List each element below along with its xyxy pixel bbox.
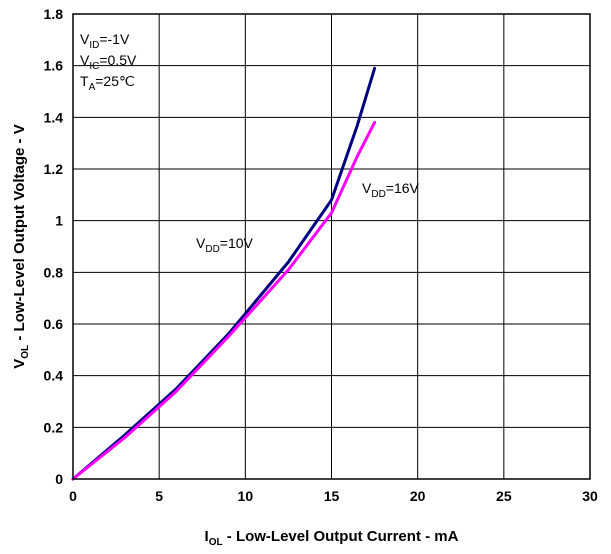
x-tick-label: 10: [238, 488, 254, 504]
condition-vid: VID=-1V: [80, 31, 130, 51]
y-tick-label: 1: [55, 213, 63, 229]
grid: [73, 14, 590, 479]
x-tick-label: 20: [410, 488, 426, 504]
test-conditions: VID=-1V VIC=0.5V TA=25℃: [80, 31, 137, 93]
condition-ta: TA=25℃: [80, 73, 135, 93]
series-label-vdd10: VDD=10V: [196, 235, 254, 255]
x-tick-label: 30: [582, 488, 598, 504]
x-axis-title: IOL - Low-Level Output Current - mA: [205, 528, 459, 548]
y-tick-label: 0.4: [44, 368, 64, 384]
y-tick-label: 0: [55, 471, 63, 487]
y-tick-label: 1.8: [44, 6, 64, 22]
series-line-0: [71, 66, 377, 481]
x-tick-label: 5: [155, 488, 163, 504]
y-tick-labels: 0 0.2 0.4 0.6 0.8 1 1.2 1.4 1.6 1.8: [44, 6, 64, 487]
x-axis-title-sub: OL: [209, 537, 223, 548]
x-tick-label: 0: [69, 488, 77, 504]
plot-border: [72, 13, 591, 480]
y-tick-label: 1.6: [44, 58, 64, 74]
series-layer: [71, 66, 377, 481]
y-tick-label: 0.6: [44, 316, 64, 332]
y-axis-title-rest: - Low-Level Output Voltage - V: [11, 124, 28, 345]
y-axis-title-sub: OL: [20, 345, 31, 359]
x-tick-labels: 0 5 10 15 20 25 30: [69, 488, 598, 504]
y-axis-title: VOL - Low-Level Output Voltage - V: [11, 124, 31, 368]
y-axis-title-main: V: [11, 359, 28, 369]
y-tick-label: 0.8: [44, 264, 64, 280]
y-tick-label: 1.2: [44, 161, 64, 177]
series-label-vdd16: VDD=16V: [362, 180, 420, 200]
x-tick-label: 15: [324, 488, 340, 504]
x-tick-label: 25: [496, 488, 512, 504]
condition-vic: VIC=0.5V: [80, 52, 137, 72]
x-axis-title-main: I: [205, 528, 209, 545]
y-tick-label: 1.4: [44, 109, 64, 125]
series-line-1: [71, 121, 377, 481]
y-tick-label: 0.2: [44, 419, 64, 435]
x-axis-title-rest: - Low-Level Output Current - mA: [223, 528, 459, 545]
